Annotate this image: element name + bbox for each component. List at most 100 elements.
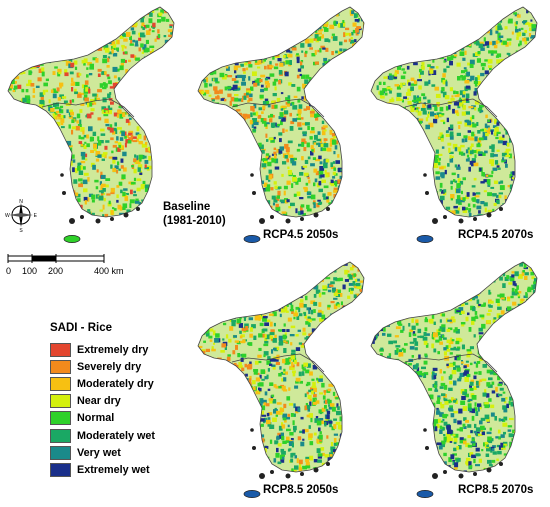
island [443, 215, 447, 219]
island [252, 191, 256, 195]
island [60, 173, 64, 177]
island [136, 207, 140, 211]
coastline [197, 6, 365, 218]
island [425, 191, 429, 195]
panel-label-baseline: Baseline (1981-2010) [163, 200, 226, 228]
island [110, 217, 114, 221]
island [499, 207, 503, 211]
panel-label-rcp85-2050: RCP8.5 2050s [263, 484, 339, 496]
island [458, 218, 464, 224]
compass-s: S [19, 228, 23, 232]
island [423, 173, 427, 177]
map-panel-baseline [2, 3, 182, 248]
legend-swatch [50, 376, 71, 391]
legend-label: Severely dry [77, 360, 142, 373]
scale-label-0: 0 [6, 266, 12, 276]
map-graphic [370, 6, 538, 243]
map-panel-rcp85-2050 [192, 258, 372, 503]
island [499, 462, 503, 466]
island [285, 218, 291, 224]
coastline [370, 261, 538, 473]
compass-e: E [34, 213, 38, 219]
legend-item: Extremely dry [50, 341, 155, 358]
legend-swatch [50, 462, 71, 477]
legend-label: Moderately wet [77, 429, 155, 442]
island [300, 472, 304, 476]
scale-label-200: 200 [48, 266, 64, 276]
map-graphic [7, 6, 175, 243]
legend-swatch [50, 394, 71, 409]
baseline-title: Baseline [163, 201, 211, 213]
map-graphic [197, 6, 365, 243]
legend-swatch [50, 359, 71, 374]
island [486, 212, 492, 218]
panel-label-rcp45-2070: RCP4.5 2070s [458, 229, 534, 241]
border-line [41, 98, 135, 118]
legend-label: Very wet [77, 446, 121, 459]
island [300, 217, 304, 221]
legend-swatch [50, 342, 71, 357]
island [259, 473, 265, 479]
legend-label: Normal [77, 412, 115, 425]
border-line [404, 98, 498, 118]
scale-label-100: 100 [22, 266, 38, 276]
island [95, 218, 101, 224]
coastline [7, 6, 175, 218]
legend-label: Near dry [77, 395, 121, 408]
jeju-island [416, 235, 434, 243]
island [259, 218, 265, 224]
island [458, 473, 464, 479]
island [313, 467, 319, 473]
border-line [404, 353, 498, 373]
legend: SADI - Rice Extremely dry Severely dry Mod… [50, 322, 155, 479]
island [432, 473, 438, 479]
legend-item: Moderately wet [50, 427, 155, 444]
legend-item: Very wet [50, 444, 155, 461]
legend-item: Extremely wet [50, 461, 155, 478]
coastline [370, 6, 538, 218]
legend-item: Normal [50, 410, 155, 427]
island [313, 212, 319, 218]
legend-label: Extremely wet [77, 463, 150, 476]
scale-label-400: 400 km [94, 266, 124, 276]
map-panel-rcp45-2070 [365, 3, 545, 248]
compass-n: N [19, 199, 23, 205]
island [123, 212, 129, 218]
panel-label-rcp85-2070: RCP8.5 2070s [458, 484, 534, 496]
jeju-island [243, 235, 261, 243]
legend-item: Near dry [50, 393, 155, 410]
peninsula-landmass [8, 7, 174, 217]
jeju-island [243, 490, 261, 498]
compass-w: W [5, 213, 10, 219]
island [326, 462, 330, 466]
peninsula-landmass [198, 7, 364, 217]
legend-title: SADI - Rice [50, 322, 112, 334]
baseline-period: (1981-2010) [163, 215, 226, 227]
island [473, 472, 477, 476]
coastline [197, 261, 365, 473]
legend-swatch [50, 411, 71, 426]
island [486, 467, 492, 473]
island [62, 191, 66, 195]
island [443, 470, 447, 474]
map-panel-rcp85-2070 [365, 258, 545, 503]
island [69, 218, 75, 224]
border-line [231, 98, 325, 118]
jeju-island [416, 490, 434, 498]
map-graphic [370, 261, 538, 498]
island [326, 207, 330, 211]
island [425, 446, 429, 450]
map-panel-rcp45-2050 [192, 3, 372, 248]
scale-bar: 0 100 200 400 km [4, 252, 134, 282]
legend-item: Moderately dry [50, 375, 155, 392]
island [270, 215, 274, 219]
island [80, 215, 84, 219]
island [473, 217, 477, 221]
island [285, 473, 291, 479]
island [252, 446, 256, 450]
island [250, 173, 254, 177]
island [423, 428, 427, 432]
compass-rose-icon: N S E W [4, 198, 38, 234]
legend-swatch [50, 445, 71, 460]
island [432, 218, 438, 224]
